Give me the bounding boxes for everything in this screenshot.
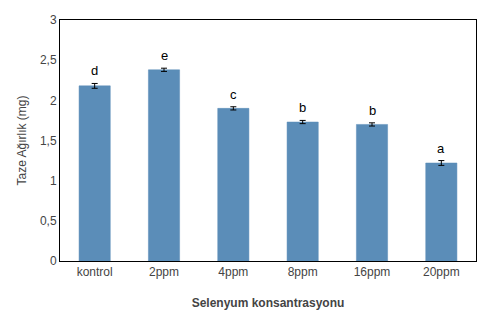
svg-text:kontrol: kontrol (77, 265, 113, 279)
svg-text:d: d (91, 63, 98, 78)
svg-text:e: e (161, 48, 168, 63)
svg-text:4ppm: 4ppm (218, 265, 248, 279)
svg-text:20ppm: 20ppm (423, 265, 460, 279)
svg-text:2ppm: 2ppm (149, 265, 179, 279)
svg-text:b: b (299, 100, 306, 115)
svg-text:1: 1 (50, 174, 57, 188)
svg-text:1,5: 1,5 (40, 134, 57, 148)
svg-text:0,5: 0,5 (40, 214, 57, 228)
svg-text:a: a (437, 141, 445, 156)
svg-text:8ppm: 8ppm (288, 265, 318, 279)
svg-text:3: 3 (50, 13, 57, 27)
svg-text:16ppm: 16ppm (354, 265, 391, 279)
svg-text:0: 0 (50, 254, 57, 268)
svg-text:c: c (230, 87, 237, 102)
svg-text:b: b (369, 103, 376, 118)
svg-text:2,5: 2,5 (40, 53, 57, 67)
svg-text:Taze Ağırlık (mg): Taze Ağırlık (mg) (15, 95, 29, 185)
svg-text:Selenyum konsantrasyonu: Selenyum konsantrasyonu (192, 296, 345, 310)
svg-text:2: 2 (50, 94, 57, 108)
